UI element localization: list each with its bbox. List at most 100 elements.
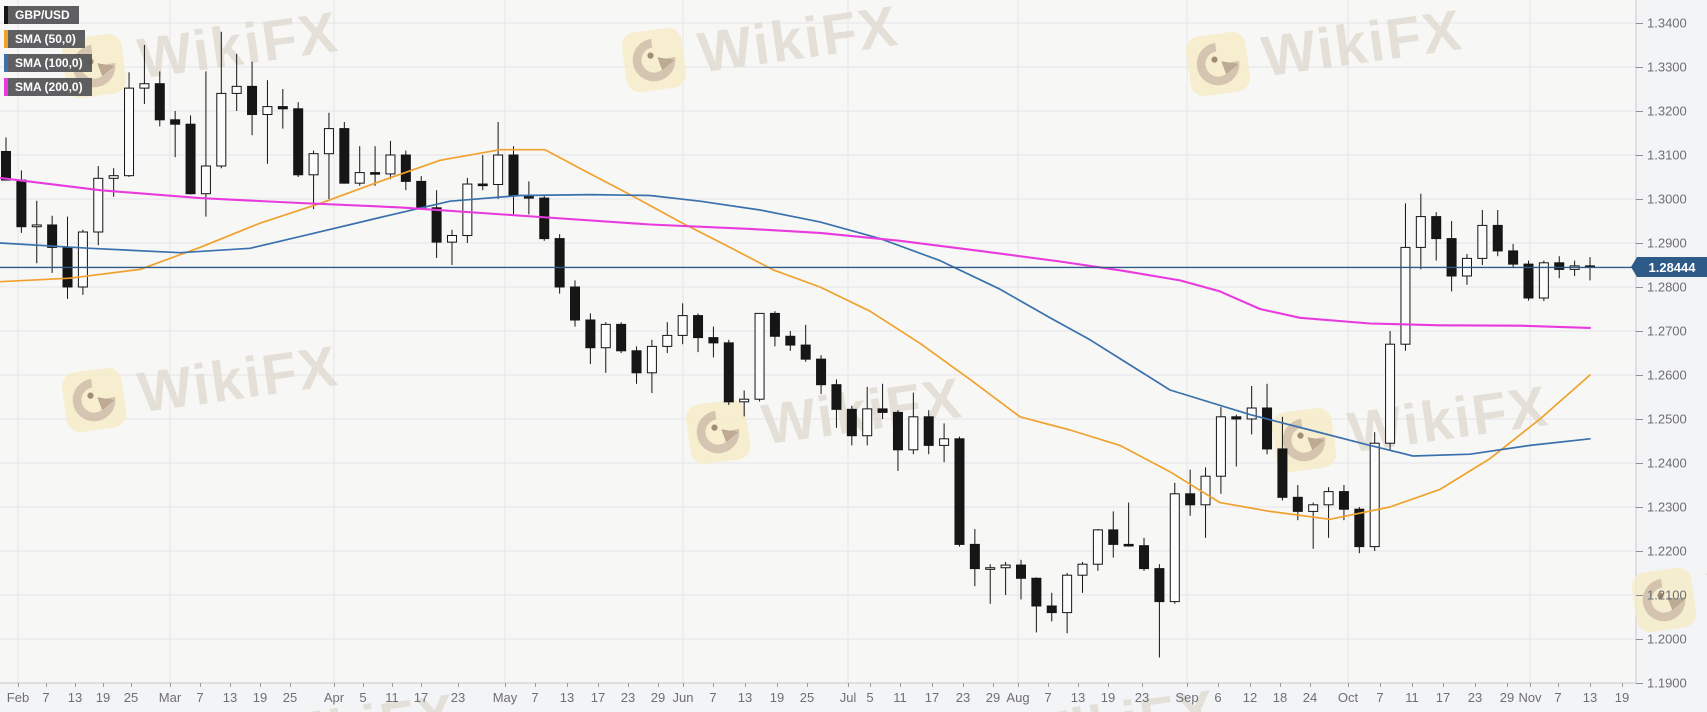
candle-body-up bbox=[231, 85, 242, 94]
sma-200-0--line bbox=[0, 176, 1592, 329]
x-axis-label: Jun bbox=[672, 690, 694, 705]
x-axis-tick-mark bbox=[1530, 683, 1531, 687]
sma-50-0--line bbox=[0, 148, 1591, 521]
candle-body-down bbox=[247, 85, 258, 116]
candle-body-down bbox=[570, 286, 581, 321]
time-axis[interactable]: Feb 7 13 19 25 Mar 7 13 19 25 Apr 5 11 17 23 May 7 13 17 23… bbox=[0, 683, 1636, 712]
candle-body-up bbox=[493, 154, 504, 185]
x-axis-label: 6 bbox=[1214, 690, 1222, 705]
candle-body-down bbox=[785, 335, 796, 346]
x-axis-label: 25 bbox=[123, 690, 139, 705]
x-axis-tick-mark bbox=[1142, 683, 1143, 687]
candle-body-up bbox=[939, 438, 950, 446]
x-axis-label: Sep bbox=[1175, 690, 1199, 705]
candle-body-up bbox=[446, 235, 457, 243]
y-axis-label: 1.2700 bbox=[1647, 323, 1687, 339]
x-axis-tick-mark bbox=[628, 683, 629, 687]
x-axis-tick-mark bbox=[745, 683, 746, 687]
candle-body-up bbox=[1308, 504, 1319, 512]
legend-item-sma-50-0-[interactable]: SMA (50,0) bbox=[4, 30, 85, 48]
y-axis-label: 1.2500 bbox=[1647, 411, 1687, 427]
x-axis-label: Mar bbox=[158, 690, 182, 705]
legend-item-gbp-usd[interactable]: GBP/USD bbox=[4, 6, 79, 24]
x-axis-tick-mark bbox=[200, 683, 201, 687]
legend-label: SMA (50,0) bbox=[8, 30, 85, 48]
candle-body-up bbox=[1169, 493, 1180, 603]
x-axis-tick-mark bbox=[505, 683, 506, 687]
y-axis-tick-mark bbox=[1636, 67, 1643, 68]
x-axis-tick-mark bbox=[683, 683, 684, 687]
y-axis-tick-mark bbox=[1636, 287, 1643, 288]
x-axis-tick-mark bbox=[1443, 683, 1444, 687]
x-axis-tick-mark bbox=[46, 683, 47, 687]
candle-body-down bbox=[892, 411, 903, 451]
candle-body-down bbox=[293, 108, 304, 176]
candle-body-down bbox=[170, 119, 181, 125]
x-axis-label: 7 bbox=[1376, 690, 1384, 705]
candle-body-down bbox=[616, 323, 627, 352]
candle-body-up bbox=[677, 315, 688, 336]
x-axis-tick-mark bbox=[1187, 683, 1188, 687]
x-axis-label: 29 bbox=[1499, 690, 1515, 705]
y-axis-label: 1.3000 bbox=[1647, 191, 1687, 207]
candle-body-up bbox=[200, 165, 211, 195]
candle-body-down bbox=[1277, 448, 1288, 498]
y-axis-label: 1.2900 bbox=[1647, 235, 1687, 251]
candle-body-down bbox=[1338, 491, 1349, 510]
x-axis-tick-mark bbox=[713, 683, 714, 687]
candle-body-up bbox=[1000, 564, 1011, 569]
candle-body-up bbox=[1200, 475, 1211, 506]
x-axis-label: 5 bbox=[359, 690, 367, 705]
x-axis-tick-mark bbox=[1048, 683, 1049, 687]
x-axis-label: 7 bbox=[196, 690, 204, 705]
y-axis-label: 1.2000 bbox=[1647, 631, 1687, 647]
candle-body-down bbox=[1108, 529, 1119, 545]
y-axis-label: 1.2800 bbox=[1647, 279, 1687, 295]
y-axis-tick-mark bbox=[1636, 155, 1643, 156]
x-axis-tick-mark bbox=[932, 683, 933, 687]
legend-item-sma-200-0-[interactable]: SMA (200,0) bbox=[4, 78, 92, 96]
y-axis-tick-mark bbox=[1636, 111, 1643, 112]
candle-body-up bbox=[1062, 574, 1073, 614]
candle-body-up bbox=[1477, 224, 1488, 259]
candle-body-down bbox=[277, 106, 288, 110]
x-axis-label: 23 bbox=[955, 690, 971, 705]
x-axis-label: Jul bbox=[839, 690, 857, 705]
candle-body-down bbox=[1431, 216, 1442, 240]
candle-body-up bbox=[862, 408, 873, 437]
x-axis-tick-mark bbox=[1310, 683, 1311, 687]
y-axis-tick-mark bbox=[1636, 331, 1643, 332]
x-axis-tick-mark bbox=[1622, 683, 1623, 687]
candle-body-up bbox=[1092, 529, 1103, 565]
candle-body-up bbox=[262, 106, 273, 116]
candle-body-up bbox=[662, 334, 673, 347]
x-axis-tick-mark bbox=[363, 683, 364, 687]
x-axis-tick-mark bbox=[1558, 683, 1559, 687]
candle-body-up bbox=[1385, 343, 1396, 444]
legend-item-sma-100-0-[interactable]: SMA (100,0) bbox=[4, 54, 92, 72]
x-axis-tick-mark bbox=[1590, 683, 1591, 687]
x-axis-tick-mark bbox=[131, 683, 132, 687]
x-axis-label: 11 bbox=[385, 690, 399, 705]
candle-body-down bbox=[1446, 238, 1457, 277]
x-axis-label: 25 bbox=[282, 690, 298, 705]
candle-body-down bbox=[154, 83, 165, 121]
candle-body-up bbox=[1400, 246, 1411, 345]
candle-body-down bbox=[477, 183, 488, 187]
candle-body-down bbox=[1123, 543, 1134, 547]
x-axis-tick-mark bbox=[1348, 683, 1349, 687]
candle-body-down bbox=[1, 150, 11, 181]
candle-body-down bbox=[585, 319, 596, 349]
x-axis-label: 17 bbox=[1435, 690, 1451, 705]
x-axis-tick-mark bbox=[1018, 683, 1019, 687]
candle-body-down bbox=[370, 172, 381, 175]
price-axis[interactable]: 1.28444 1.3400 1.3300 1.3200 1.3100 1.3000 1.… bbox=[1631, 0, 1707, 712]
candle-body-down bbox=[1554, 262, 1565, 270]
x-axis-label: 29 bbox=[650, 690, 666, 705]
candle-body-up bbox=[31, 224, 42, 228]
x-axis-label: 25 bbox=[799, 690, 815, 705]
x-axis-tick-mark bbox=[230, 683, 231, 687]
candle-body-down bbox=[831, 384, 842, 410]
x-axis-tick-mark bbox=[1412, 683, 1413, 687]
